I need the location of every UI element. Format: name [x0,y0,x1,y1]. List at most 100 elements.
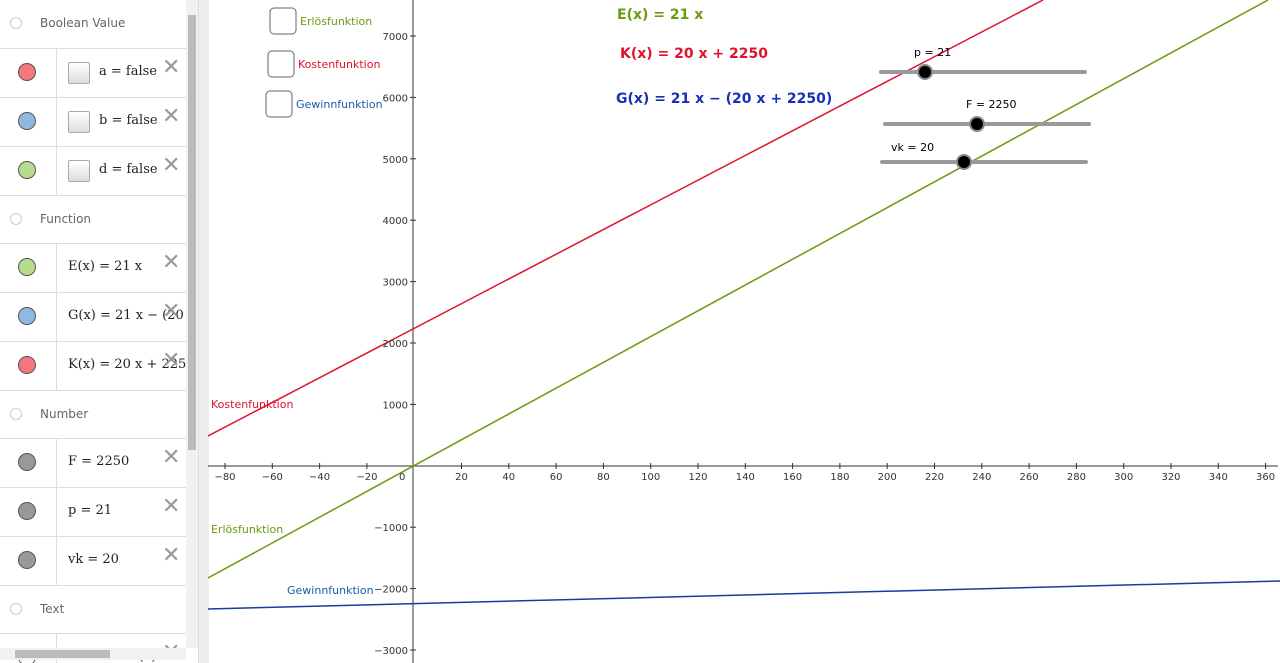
checkbox[interactable] [269,7,297,35]
divider [56,147,57,195]
delete-button[interactable]: ✕ [162,153,181,178]
visibility-toggle[interactable] [18,502,36,520]
slider-knob[interactable] [956,154,972,170]
x-tick-label: 200 [878,472,897,483]
x-tick-label: 240 [972,472,991,483]
divider [56,293,57,341]
checkbox[interactable] [68,160,90,182]
formula: E(x) = 21 x [617,7,703,23]
formula: G(x) = 21 x − (20 x + 2250) [616,91,832,107]
x-tick-label: 100 [641,472,660,483]
checkbox[interactable] [68,111,90,133]
v-scrollbar[interactable] [186,0,198,648]
item-text: vk = 20 [68,552,119,567]
item-text: K(x) = 20 x + 2250 [68,357,186,372]
delete-button[interactable]: ✕ [162,445,181,470]
x-tick-label: 320 [1161,472,1180,483]
item-text: b = false [99,113,158,128]
x-tick-label: 120 [688,472,707,483]
y-tick-label: −1000 [374,523,408,534]
slider-knob[interactable] [969,116,985,132]
x-tick-label: 160 [783,472,802,483]
visibility-toggle[interactable] [18,258,36,276]
formula: K(x) = 20 x + 2250 [620,46,768,62]
item-text: E(x) = 21 x [68,259,143,274]
graphics-view: −80 −60 −40 −20 0 20 40 60 80 100 120 140 160 180 200 2… [208,0,1280,663]
checkbox-label: Erlösfunktion [300,15,372,28]
divider [56,537,57,585]
visibility-toggle[interactable] [18,307,36,325]
slider-label: vk = 20 [891,141,934,154]
group-title: Boolean Value [40,16,126,30]
h-scrollbar[interactable] [0,648,186,660]
visibility-toggle[interactable] [18,551,36,569]
x-tick-label: 300 [1114,472,1133,483]
y-tick-label: 6000 [383,93,408,104]
x-tick-label: 0 [399,472,405,483]
y-tick-label: 7000 [383,32,408,43]
divider [56,244,57,292]
profit-line [208,580,1280,610]
visibility-toggle[interactable] [18,63,36,81]
item-text: p = 21 [68,503,113,518]
divider [56,342,57,390]
delete-button[interactable]: ✕ [162,104,181,129]
y-tick-label: 1000 [383,400,408,411]
x-tick-label: 140 [736,472,755,483]
slider-knob[interactable] [917,64,933,80]
delete-button[interactable]: ✕ [162,299,181,324]
delete-button[interactable]: ✕ [162,348,181,373]
y-tick-label: −3000 [374,646,408,657]
group-title: Number [40,407,89,421]
x-tick-label: 60 [550,472,563,483]
revenue-line [208,0,1269,579]
group-header: Text [0,585,186,634]
item-text: d = false [99,162,158,177]
collapse-icon[interactable] [10,213,22,225]
algebra-row: a = false ✕ [0,48,186,97]
line-label: Erlösfunktion [211,523,283,536]
line-label: Kostenfunktion [211,398,293,411]
delete-button[interactable]: ✕ [162,55,181,80]
collapse-icon[interactable] [10,17,22,29]
checkbox[interactable] [267,50,295,78]
algebra-row: b = false ✕ [0,97,186,146]
divider [56,98,57,146]
checkbox[interactable] [265,90,293,118]
group-header: Number [0,390,186,439]
algebra-row: E(x) = 21 x ✕ [0,243,186,292]
x-tick-label: −20 [356,472,377,483]
item-text: F = 2250 [68,454,130,469]
visibility-toggle[interactable] [18,161,36,179]
delete-button[interactable]: ✕ [162,494,181,519]
algebra-row: p = 21 ✕ [0,487,186,536]
collapse-icon[interactable] [10,603,22,615]
algebra-row: vk = 20 ✕ [0,536,186,585]
visibility-toggle[interactable] [18,112,36,130]
checkbox-label: Kostenfunktion [298,58,380,71]
checkbox[interactable] [68,62,90,84]
y-tick-label: 5000 [383,155,408,166]
delete-button[interactable]: ✕ [162,250,181,275]
x-tick-label: 360 [1256,472,1275,483]
group-title: Function [40,212,92,226]
divider [56,488,57,536]
item-text: a = false [99,64,157,79]
group-header: Function [0,195,186,244]
slider-label: p = 21 [914,46,951,59]
splitter[interactable] [198,0,209,663]
algebra-row: d = false ✕ [0,146,186,195]
slider-label: F = 2250 [966,98,1017,111]
item-text: G(x) = 21 x − (20 x [68,308,186,323]
x-tick-label: 220 [925,472,944,483]
visibility-toggle[interactable] [18,453,36,471]
y-tick-label: −2000 [374,585,408,596]
group-title: Text [40,602,65,616]
collapse-icon[interactable] [10,408,22,420]
delete-button[interactable]: ✕ [162,543,181,568]
x-tick-label: 80 [597,472,610,483]
algebra-view: Boolean Value a = false ✕ b = false ✕ d = fal… [0,0,186,663]
visibility-toggle[interactable] [18,356,36,374]
x-tick-label: 280 [1067,472,1086,483]
